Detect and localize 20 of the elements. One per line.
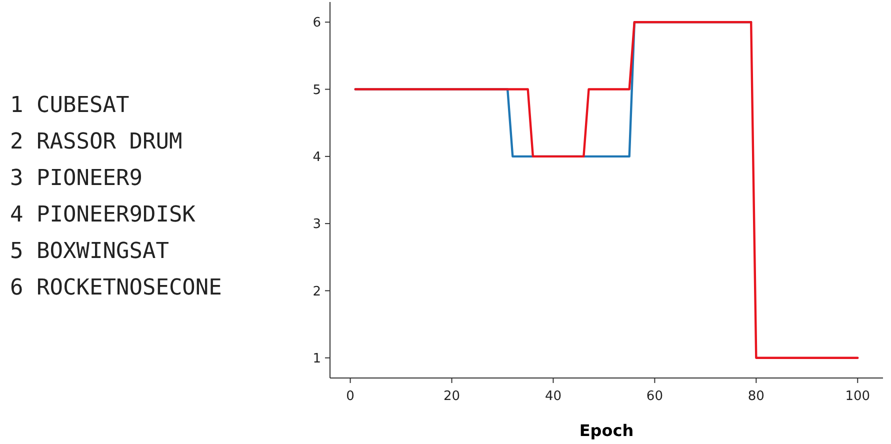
y-tick-label: 3 xyxy=(312,217,321,232)
y-tick-label: 1 xyxy=(312,351,321,366)
text: 4 PIONEER9DISK xyxy=(10,202,196,228)
text: 2 RASSOR DRUM xyxy=(10,130,182,154)
line-series xyxy=(354,21,859,359)
x-tick-label: 0 xyxy=(346,389,354,404)
y-tick-label: 2 xyxy=(312,284,321,300)
y-tick-label: 6 xyxy=(312,16,321,31)
y-tick-label: 5 xyxy=(312,82,321,98)
text: 1 CUBESAT xyxy=(10,93,130,118)
x-tick-label: 100 xyxy=(845,389,870,404)
x-axis-title: Epoch xyxy=(579,421,634,440)
text: 6 ROCKETNOSECONE xyxy=(10,276,222,300)
y-tick-label: 4 xyxy=(312,150,321,165)
x-tick-label: 60 xyxy=(646,389,663,404)
x-tick-label: 20 xyxy=(443,389,460,404)
text: 5 BOXWINGSAT xyxy=(10,239,169,264)
x-tick-label: 80 xyxy=(748,389,764,404)
x-tick-label: 40 xyxy=(544,389,562,404)
text: 3 PIONEER9 xyxy=(10,166,142,191)
